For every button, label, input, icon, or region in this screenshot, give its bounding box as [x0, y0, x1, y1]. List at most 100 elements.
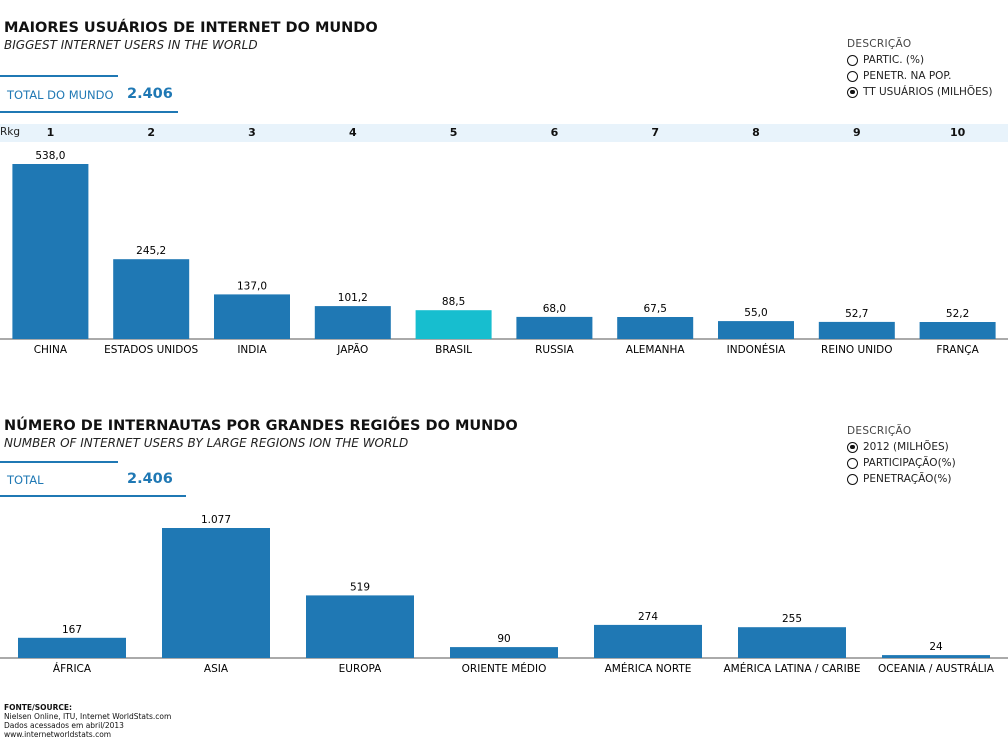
category-label: ÁFRICA	[53, 662, 92, 675]
category-label: FRANÇA	[936, 344, 979, 356]
bar[interactable]	[113, 259, 190, 339]
total2-top-rule	[0, 461, 118, 463]
value-label: 519	[350, 581, 370, 593]
bar[interactable]	[718, 321, 794, 339]
bar[interactable]	[12, 164, 89, 339]
chart1-legend-option[interactable]: TT USUÁRIOS (MILHÕES)	[847, 86, 997, 98]
category-label: ALEMANHA	[626, 344, 686, 356]
source-line: www.internetworldstats.com	[4, 730, 112, 739]
chart2-legend-option[interactable]: PARTICIPAÇÃO(%)	[847, 457, 997, 469]
category-label: EUROPA	[339, 663, 383, 675]
bar[interactable]	[214, 294, 290, 339]
value-label: 538,0	[35, 150, 65, 162]
category-label: INDONÉSIA	[727, 343, 787, 356]
value-label: 245,2	[136, 245, 166, 257]
chart2-legend-option-label: PENETRAÇÃO(%)	[863, 473, 952, 485]
radio-checked-icon[interactable]	[847, 86, 858, 98]
chart1-legend-option-label: PARTIC. (%)	[863, 54, 925, 66]
chart2-title: NÚMERO DE INTERNAUTAS POR GRANDES REGIÕE…	[4, 418, 518, 434]
bar[interactable]	[882, 655, 990, 658]
bar[interactable]	[594, 624, 702, 658]
value-label: 67,5	[644, 303, 667, 315]
category-label: INDIA	[237, 344, 267, 356]
radio-unchecked-icon[interactable]	[847, 54, 858, 66]
chart2-legend-title: DESCRIÇÃO	[847, 425, 912, 437]
regions-total-label: TOTAL	[7, 473, 44, 487]
radio-checked-icon[interactable]	[847, 441, 858, 453]
value-label: 24	[929, 641, 943, 653]
total-top-rule	[0, 75, 118, 77]
chart1-title: MAIORES USUÁRIOS DE INTERNET DO MUNDO	[4, 20, 378, 36]
category-label: JAPÃO	[336, 343, 368, 356]
category-label: AMÉRICA NORTE	[605, 662, 692, 675]
bar[interactable]	[450, 647, 558, 658]
rank-number: 7	[651, 126, 660, 139]
bar[interactable]	[818, 321, 895, 339]
rank-number: 8	[752, 126, 760, 139]
rank-number: 10	[949, 126, 966, 139]
category-label: OCEANIA / AUSTRÁLIA	[878, 662, 995, 675]
chart1-legend-title: DESCRIÇÃO	[847, 38, 912, 50]
bar[interactable]	[738, 627, 846, 658]
source-heading: FONTE/SOURCE:	[4, 703, 73, 712]
bar[interactable]	[516, 316, 593, 339]
category-label: ORIENTE MÉDIO	[462, 662, 547, 675]
bar[interactable]	[919, 322, 996, 339]
chart1-legend-option[interactable]: PARTIC. (%)	[847, 54, 997, 66]
chart2-legend-option[interactable]: 2012 (MILHÕES)	[847, 441, 997, 453]
source-note: FONTE/SOURCE: Nielsen Online, ITU, Inter…	[4, 703, 171, 739]
value-label: 52,2	[946, 308, 969, 320]
rank-band: Rkg 1 2 3 4 5 6 7 8 9 10	[0, 124, 1008, 142]
radio-unchecked-icon[interactable]	[847, 70, 858, 82]
chart1-legend-option-label: PENETR. NA POP.	[863, 70, 952, 82]
source-line: Nielsen Online, ITU, Internet WorldStats…	[4, 712, 172, 721]
rank-number: 5	[449, 126, 458, 139]
radio-unchecked-icon[interactable]	[847, 457, 858, 469]
bar[interactable]	[18, 637, 126, 658]
chart1-subtitle: BIGGEST INTERNET USERS IN THE WORLD	[4, 38, 258, 52]
category-label: REINO UNIDO	[821, 344, 892, 356]
bar[interactable]	[162, 528, 270, 658]
category-label: ESTADOS UNIDOS	[104, 344, 198, 356]
rank-number: 9	[852, 126, 861, 139]
chart2-legend-option-label: PARTICIPAÇÃO(%)	[863, 457, 956, 469]
value-label: 274	[638, 611, 658, 623]
value-label: 90	[497, 633, 510, 645]
source-line: Dados acessados em abril/2013	[4, 721, 124, 730]
chart2-bar-chart: 167 ÁFRICA 1.077 ASIA 519 EUROPA 90 ORIENTE MÉD…	[0, 514, 1008, 675]
world-total-value: 2.406	[127, 86, 173, 102]
category-label: AMÉRICA LATINA / CARIBE	[723, 662, 860, 675]
value-label: 1.077	[201, 514, 231, 526]
value-label: 88,5	[442, 296, 465, 308]
value-label: 137,0	[237, 280, 267, 292]
world-total-box: TOTAL DO MUNDO 2.406	[0, 77, 178, 113]
value-label: 55,0	[744, 307, 767, 319]
world-total-label: TOTAL DO MUNDO	[7, 88, 114, 102]
chart1-legend-option-label: TT USUÁRIOS (MILHÕES)	[863, 86, 993, 98]
bar[interactable]	[306, 595, 414, 658]
value-label: 52,7	[845, 308, 868, 320]
bar[interactable]	[314, 306, 391, 339]
chart1-bar-chart: 538,0 CHINA 245,2 ESTADOS UNIDOS 137,0 INDIA 1…	[0, 150, 1008, 356]
category-label: ASIA	[204, 663, 229, 675]
value-label: 255	[782, 613, 802, 625]
chart2-legend-option-label: 2012 (MILHÕES)	[863, 441, 949, 453]
rank-number: 6	[550, 126, 559, 139]
rank-number: 4	[348, 126, 357, 139]
rank-number: 2	[147, 126, 156, 139]
value-label: 68,0	[543, 303, 566, 315]
rank-label: Rkg	[0, 126, 21, 138]
radio-unchecked-icon[interactable]	[847, 473, 858, 485]
rank-number: 1	[46, 126, 55, 139]
bar[interactable]	[415, 310, 492, 339]
bar[interactable]	[617, 317, 694, 339]
regions-total-value: 2.406	[127, 471, 173, 487]
chart2-legend-option[interactable]: PENETRAÇÃO(%)	[847, 473, 997, 485]
chart1-legend-option[interactable]: PENETR. NA POP.	[847, 70, 997, 82]
value-label: 101,2	[338, 292, 368, 304]
value-label: 167	[62, 624, 82, 636]
rank-number: 3	[248, 126, 256, 139]
category-label: CHINA	[34, 344, 68, 356]
regions-total-box: TOTAL 2.406	[0, 463, 186, 497]
chart2-legend: DESCRIÇÃO 2012 (MILHÕES) PARTICIPAÇÃO(%) P…	[847, 425, 997, 485]
